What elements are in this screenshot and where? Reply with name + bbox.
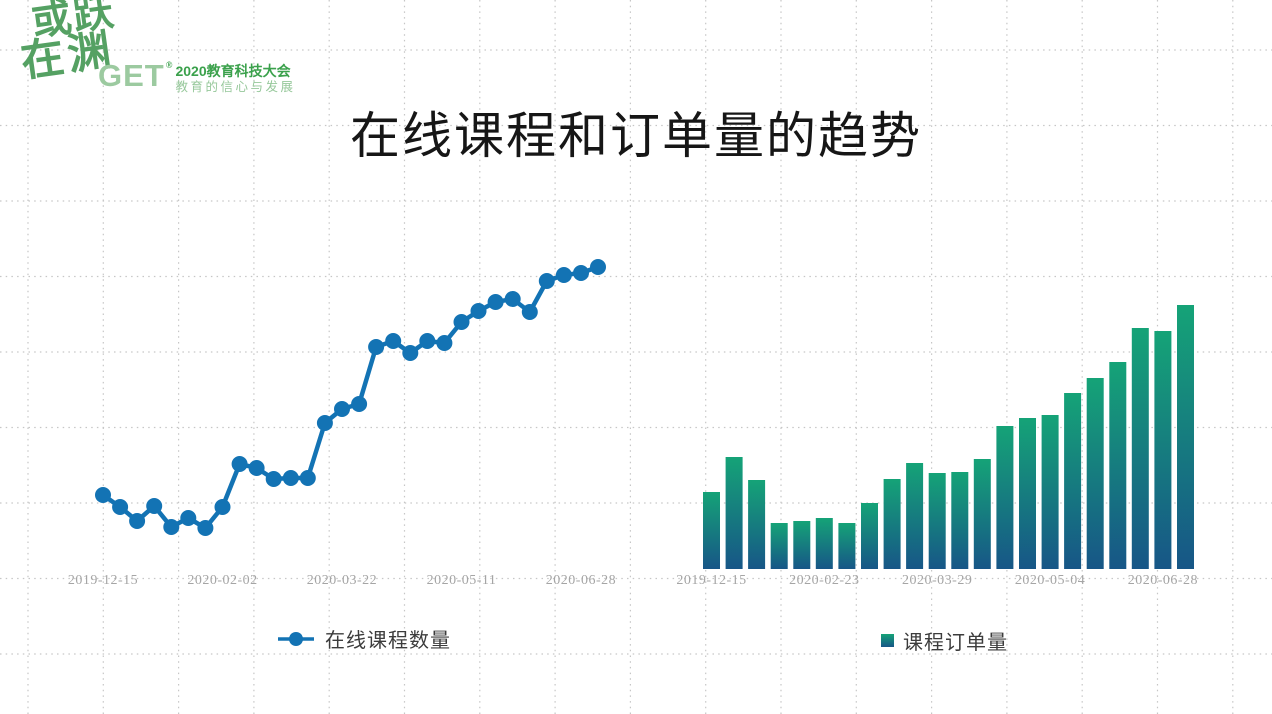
axis-tick-label: 2020-03-22: [306, 573, 378, 588]
bar: [725, 457, 743, 569]
logo-event-name: 2020教育科技大会: [175, 63, 291, 79]
line-chart-x-axis: 2019-12-15 2020-02-02 2020-03-22 2020-05-11…: [68, 573, 620, 595]
line-chart-online-courses: 2019-12-15 2020-02-02 2020-03-22 2020-05-11…: [68, 250, 620, 588]
bar-chart-plot: [703, 305, 1194, 569]
logo-get-block: GET ® 2020教育科技大会 教育的信心与发展: [98, 60, 295, 95]
bar-legend-swatch-icon: [881, 634, 894, 647]
axis-tick-label: 2020-06-28: [545, 573, 617, 588]
axis-tick-label: 2020-03-29: [902, 573, 973, 588]
bar: [1064, 393, 1082, 569]
bar: [1041, 415, 1059, 569]
bar: [1131, 328, 1149, 569]
bar: [951, 472, 969, 569]
bar: [928, 473, 946, 569]
axis-tick-label: 2019-12-15: [676, 573, 747, 588]
line-legend-label: 在线课程数量: [325, 630, 451, 652]
bar-legend-label: 课程订单量: [903, 632, 1008, 654]
bar: [883, 479, 901, 569]
bar: [703, 492, 720, 569]
bar: [815, 518, 833, 569]
axis-tick-label: 2020-05-11: [426, 573, 497, 588]
event-logo: 或跃 在渊 GET ® 2020教育科技大会 教育的信心与发展: [10, 0, 310, 124]
bar: [770, 523, 788, 569]
bar: [973, 459, 991, 569]
bar: [838, 523, 856, 569]
bar-chart-course-orders: 2019-12-15 2020-02-23 2020-03-29 2020-05-04…: [676, 295, 1210, 588]
bar: [793, 521, 811, 569]
line-chart-plot: [95, 259, 606, 536]
bar: [1109, 362, 1127, 569]
logo-event-tagline: 教育的信心与发展: [175, 80, 296, 95]
page-title: 在线课程和订单量的趋势: [350, 108, 922, 164]
axis-tick-label: 2019-12-15: [67, 573, 139, 588]
registered-trademark-icon: ®: [165, 60, 173, 70]
line-chart-legend: 在线课程数量: [277, 624, 451, 653]
bar: [861, 503, 878, 569]
axis-tick-label: 2020-02-23: [789, 573, 860, 588]
bar-chart-x-axis: 2019-12-15 2020-02-23 2020-03-29 2020-05-04…: [676, 573, 1210, 595]
bar: [1154, 331, 1172, 569]
axis-tick-label: 2020-02-02: [187, 573, 258, 588]
bar: [1086, 378, 1104, 569]
logo-get-wordmark: GET: [98, 58, 165, 93]
bar: [996, 426, 1014, 569]
bar: [1177, 305, 1194, 569]
bar-chart-legend: 课程订单量: [881, 626, 1008, 655]
bar: [748, 480, 766, 569]
bar: [906, 463, 924, 569]
line-legend-marker-icon: [278, 631, 314, 646]
bar: [1019, 418, 1036, 569]
axis-tick-label: 2020-05-04: [1014, 573, 1086, 588]
axis-tick-label: 2020-06-28: [1127, 573, 1199, 588]
